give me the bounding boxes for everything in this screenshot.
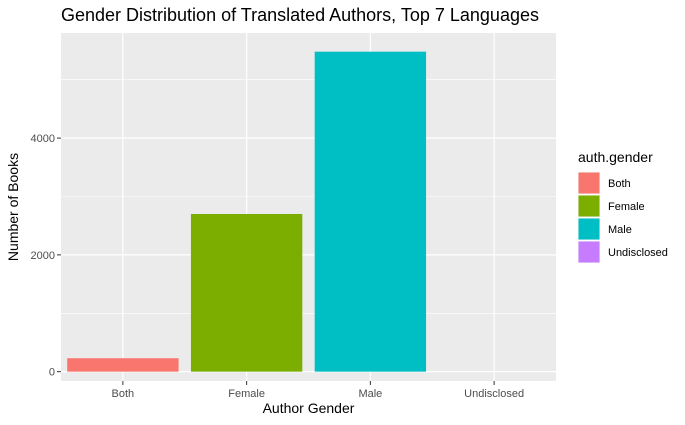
chart-title: Gender Distribution of Translated Author… xyxy=(61,5,539,25)
legend-label-undisclosed: Undisclosed xyxy=(608,247,668,259)
legend-items: Both Female Male Undisclosed xyxy=(578,172,668,263)
y-tick-label: 2000 xyxy=(31,250,55,262)
legend: auth.gender Both Female Male Undisclosed xyxy=(578,149,668,263)
bar-layer xyxy=(67,51,427,372)
bar-female xyxy=(190,214,303,372)
x-axis: Both Female Male Undisclosed xyxy=(112,381,524,400)
plot-panel xyxy=(61,33,556,381)
y-axis: 0 2000 4000 xyxy=(31,133,61,379)
y-tick-label: 0 xyxy=(49,367,55,379)
legend-swatch-undisclosed xyxy=(578,241,600,263)
legend-title: auth.gender xyxy=(578,149,653,165)
x-tick-label: Female xyxy=(228,388,265,400)
x-tick-label: Undisclosed xyxy=(464,388,524,400)
legend-label-male: Male xyxy=(608,224,632,236)
legend-swatch-male xyxy=(578,218,600,240)
legend-label-female: Female xyxy=(608,201,645,213)
y-tick-label: 4000 xyxy=(31,133,55,145)
x-axis-title: Author Gender xyxy=(263,400,355,416)
legend-label-both: Both xyxy=(608,178,631,190)
legend-swatch-both xyxy=(578,172,600,194)
x-tick-label: Both xyxy=(112,388,135,400)
bar-both xyxy=(67,358,179,372)
x-tick-label: Male xyxy=(358,388,382,400)
bar-male xyxy=(314,51,427,372)
y-axis-title: Number of Books xyxy=(5,153,21,261)
legend-swatch-female xyxy=(578,195,600,217)
